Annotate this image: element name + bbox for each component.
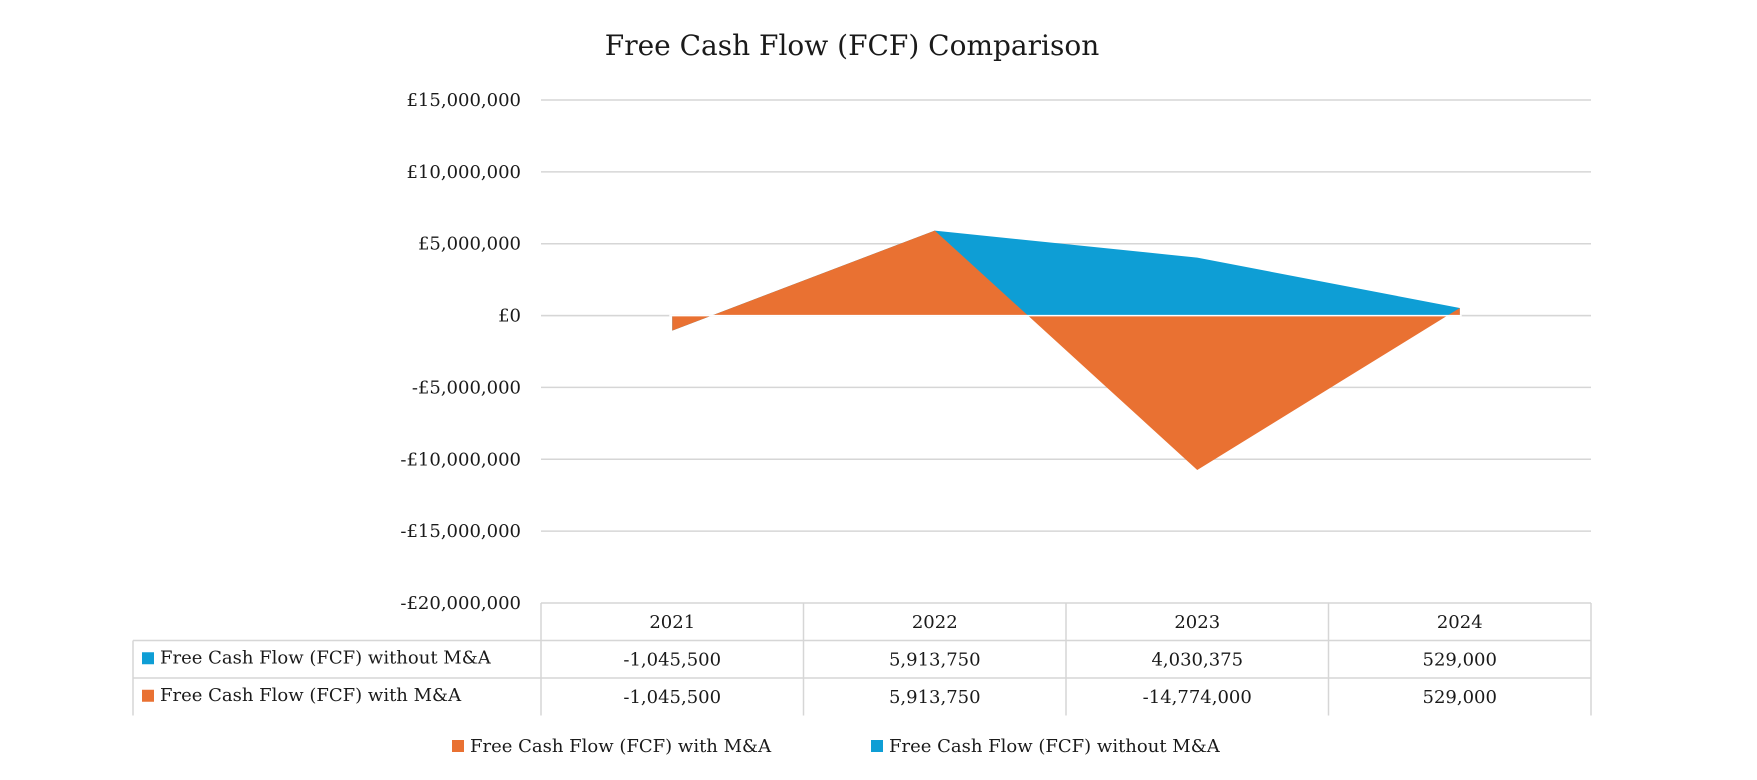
legend: Free Cash Flow (FCF) with M&A Free Cash F… [452, 736, 1221, 757]
plot-areas [541, 230, 1591, 470]
table-cell: -1,045,500 [623, 649, 721, 670]
data-table: 2021 2022 2023 2024 Free Cash Flow (FCF) wit… [132, 602, 1592, 716]
y-axis: £15,000,000 £10,000,000 £5,000,000 £0 -£5,00… [400, 90, 521, 614]
table-cell: -14,774,000 [1143, 687, 1252, 708]
y-tick-label: -£10,000,000 [400, 449, 521, 470]
y-tick-label: -£15,000,000 [400, 521, 521, 542]
table-header-year: 2024 [1437, 612, 1483, 633]
table-row-swatch [142, 652, 154, 665]
legend-item-label: Free Cash Flow (FCF) without M&A [889, 736, 1221, 757]
table-cell: 529,000 [1423, 649, 1497, 670]
legend-swatch [452, 740, 464, 752]
y-tick-label: -£20,000,000 [400, 593, 521, 614]
table-header-year: 2021 [649, 612, 695, 633]
table-header-year: 2023 [1174, 612, 1220, 633]
y-tick-label: £15,000,000 [406, 90, 521, 111]
table-row-swatch [142, 689, 154, 702]
y-tick-label: £5,000,000 [418, 234, 521, 255]
legend-swatch [871, 740, 883, 752]
y-tick-label: £10,000,000 [406, 162, 521, 183]
area-series-with-ma [672, 230, 1460, 470]
legend-item-label: Free Cash Flow (FCF) with M&A [470, 736, 772, 757]
chart-title: Free Cash Flow (FCF) Comparison [605, 29, 1099, 62]
table-cell: 529,000 [1423, 687, 1497, 708]
table-cell: 5,913,750 [889, 649, 981, 670]
table-cell: -1,045,500 [623, 687, 721, 708]
table-cell: 5,913,750 [889, 687, 981, 708]
table-cell: 4,030,375 [1151, 649, 1243, 670]
table-row-label: Free Cash Flow (FCF) without M&A [160, 647, 492, 668]
table-header-year: 2022 [912, 612, 958, 633]
y-tick-label: £0 [498, 306, 521, 327]
table-row-label: Free Cash Flow (FCF) with M&A [160, 685, 462, 706]
y-tick-label: -£5,000,000 [412, 377, 521, 398]
